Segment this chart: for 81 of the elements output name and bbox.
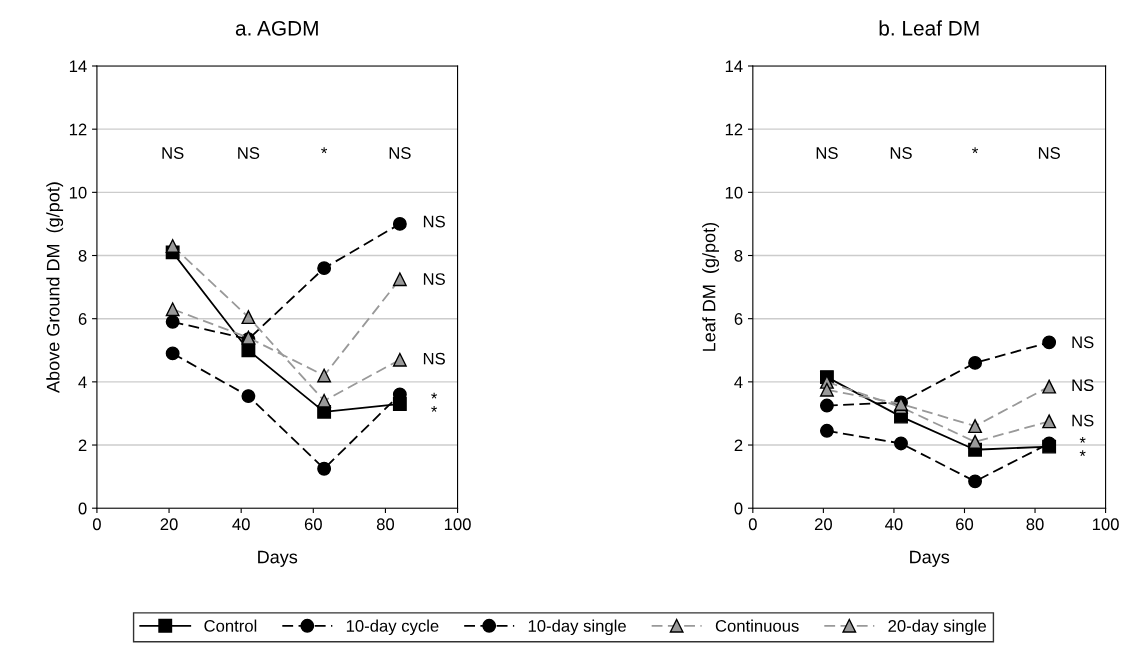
- y-tick-label: 12: [725, 123, 743, 136]
- point: [392, 272, 407, 287]
- x-tick-label: 100: [1092, 518, 1119, 531]
- annotation: NS: [423, 215, 445, 228]
- y-tick-label: 4: [734, 376, 743, 388]
- point: [165, 314, 180, 329]
- y-tick-label: 4: [78, 376, 87, 388]
- y-tick-label: 12: [69, 123, 87, 136]
- annotation: *: [1079, 450, 1086, 457]
- x-tick-label: 0: [748, 518, 757, 531]
- y-tick-label: 2: [78, 439, 87, 452]
- chart-title: a. AGDM: [235, 20, 318, 36]
- point: [317, 261, 332, 276]
- annotation: NS: [238, 147, 260, 159]
- point: [241, 389, 256, 404]
- legend-label: Control: [204, 619, 257, 632]
- y-tick-label: 14: [725, 60, 743, 73]
- point: [968, 474, 983, 489]
- x-axis-title: Days: [258, 550, 298, 567]
- y-tick-label: 2: [734, 439, 743, 452]
- point: [317, 368, 332, 383]
- y-axis-title: Above Ground DM (g/pot): [46, 182, 64, 393]
- legend-label: 10-day single: [528, 619, 626, 636]
- point: [968, 419, 983, 434]
- annotation: *: [431, 405, 438, 412]
- point: [819, 398, 834, 413]
- x-tick-label: 0: [92, 518, 101, 531]
- annotation: NS: [389, 147, 411, 159]
- point: [165, 302, 180, 317]
- y-tick-label: 8: [734, 249, 743, 262]
- annotation: NS: [1038, 147, 1060, 159]
- x-tick-label: 40: [885, 518, 903, 531]
- point: [819, 382, 834, 397]
- annotation: NS: [816, 147, 838, 159]
- y-tick-label: 0: [78, 502, 87, 515]
- y-tick-label: 14: [69, 60, 87, 73]
- point: [241, 310, 256, 325]
- y-axis-title: Leaf DM (g/pot): [702, 222, 720, 351]
- point: [165, 239, 180, 253]
- x-tick-label: 80: [1026, 518, 1044, 531]
- point: [894, 436, 908, 451]
- point: [819, 423, 834, 438]
- y-tick-label: 8: [78, 249, 87, 262]
- x-tick-label: 80: [376, 518, 395, 531]
- x-tick-label: 60: [304, 518, 322, 531]
- x-tick-label: 20: [814, 518, 832, 531]
- chart-title: b. Leaf DM: [879, 20, 979, 36]
- legend-label: 10-day cycle: [346, 619, 439, 636]
- point: [392, 216, 407, 231]
- point: [1042, 379, 1057, 394]
- annotation: *: [972, 147, 979, 154]
- annotation: *: [431, 392, 438, 399]
- legend-label: 20-day single: [888, 619, 987, 636]
- annotation: NS: [1072, 414, 1094, 427]
- y-tick-label: 0: [734, 502, 743, 515]
- annotation: NS: [890, 147, 912, 159]
- annotation: *: [1079, 436, 1086, 443]
- point: [968, 355, 983, 370]
- x-tick-label: 40: [232, 518, 250, 531]
- annotation: NS: [1072, 336, 1094, 349]
- y-tick-label: 6: [734, 313, 743, 325]
- annotation: NS: [423, 352, 445, 365]
- y-tick-label: 10: [69, 186, 87, 199]
- x-tick-label: 60: [956, 518, 974, 531]
- point: [968, 434, 983, 449]
- x-axis-title: Days: [910, 550, 950, 567]
- point: [1042, 414, 1057, 429]
- point: [165, 346, 180, 361]
- annotation: *: [321, 147, 328, 154]
- point: [1042, 335, 1057, 350]
- annotation: NS: [1072, 379, 1094, 392]
- legend-label: Continuous: [715, 619, 799, 632]
- annotation: NS: [162, 147, 184, 159]
- point: [317, 461, 332, 476]
- x-tick-label: 20: [160, 518, 178, 531]
- x-tick-label: 100: [444, 518, 471, 531]
- y-tick-label: 10: [725, 186, 743, 199]
- point: [317, 393, 332, 408]
- annotation: NS: [423, 273, 445, 285]
- y-tick-label: 6: [78, 313, 87, 325]
- point: [392, 352, 407, 367]
